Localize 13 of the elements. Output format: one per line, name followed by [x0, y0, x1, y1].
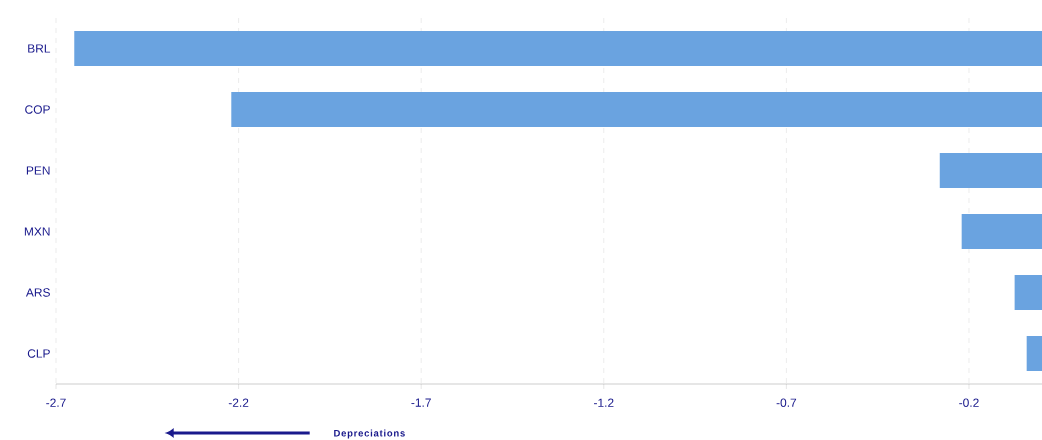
- y-tick-label: BRL: [28, 44, 51, 53]
- x-tick-label: -0.7: [776, 398, 797, 407]
- x-tick-label: -2.7: [46, 398, 66, 407]
- x-tick-label: -1.7: [411, 398, 431, 407]
- y-tick-label: MXN: [24, 227, 50, 236]
- y-tick-label: PEN: [26, 166, 50, 175]
- text: Depreciations: [334, 429, 405, 439]
- x-tick-label: -1.2: [594, 398, 614, 407]
- x-tick-label: -0.2: [959, 398, 979, 407]
- x-tick-label: -2.2: [228, 398, 249, 407]
- y-tick-label: ARS: [25, 288, 50, 297]
- y-tick-label: CLP: [27, 349, 50, 358]
- y-tick-label: COP: [25, 105, 50, 114]
